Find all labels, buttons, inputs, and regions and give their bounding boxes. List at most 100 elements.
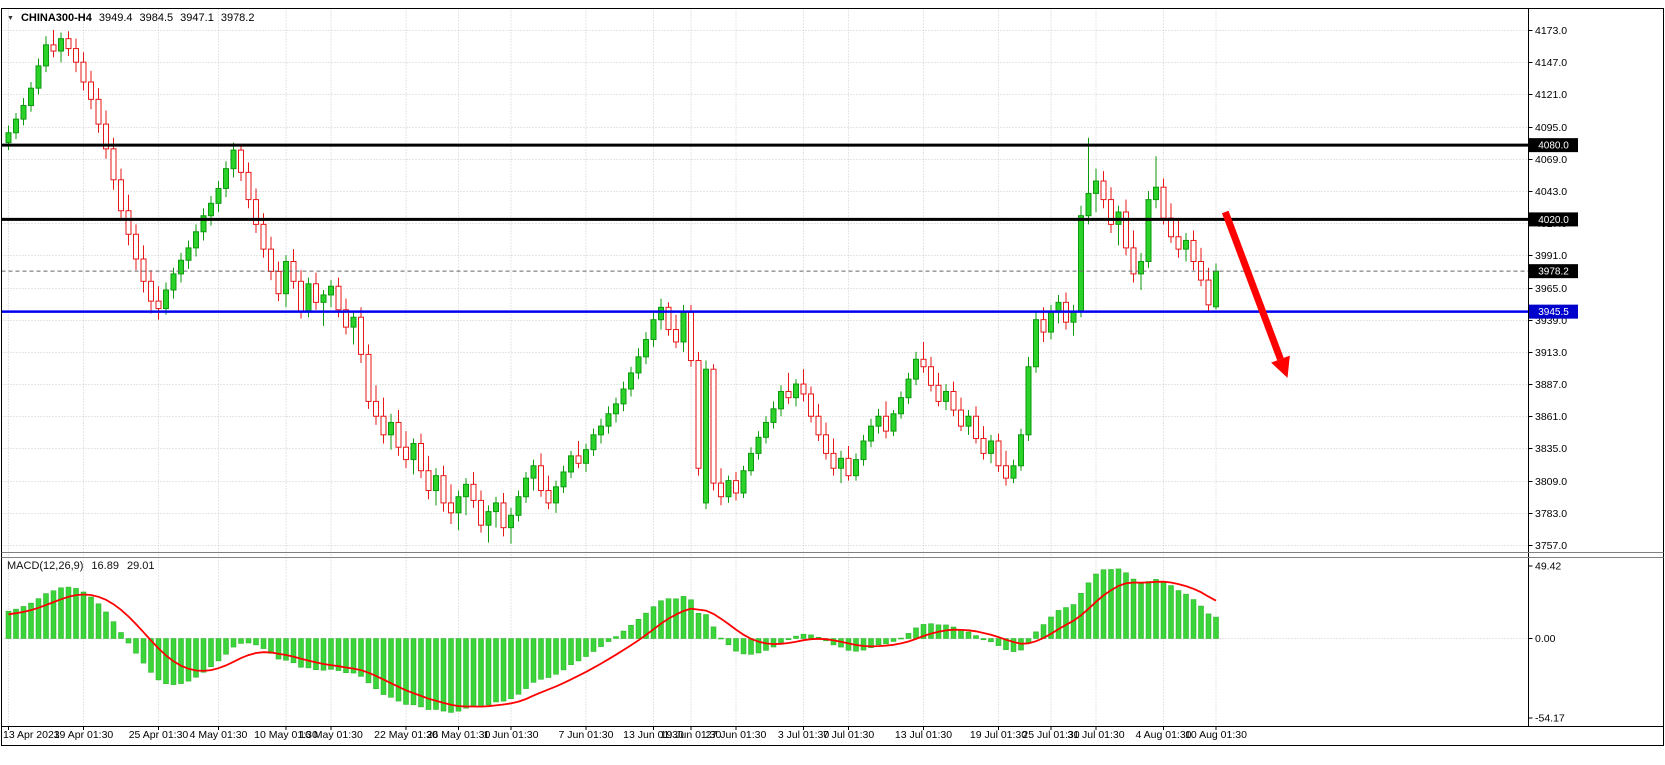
candle[interactable]	[748, 447, 754, 476]
candle[interactable]	[73, 38, 79, 73]
candle[interactable]	[1183, 233, 1189, 262]
candle[interactable]	[703, 360, 709, 510]
candle[interactable]	[20, 98, 27, 126]
candle[interactable]	[95, 88, 102, 133]
candle[interactable]	[185, 240, 192, 269]
price-axis[interactable]	[1529, 9, 1664, 727]
candle[interactable]	[1108, 187, 1114, 234]
candle[interactable]	[1018, 428, 1024, 471]
candle[interactable]	[350, 311, 357, 345]
candle[interactable]	[770, 401, 777, 429]
candle[interactable]	[1078, 205, 1084, 318]
candle[interactable]	[635, 348, 642, 380]
candle[interactable]	[1003, 450, 1009, 486]
candle[interactable]	[845, 445, 852, 481]
candle[interactable]	[920, 341, 927, 373]
candle[interactable]	[995, 433, 1002, 472]
candle[interactable]	[170, 267, 177, 299]
candle[interactable]	[875, 408, 882, 434]
candle[interactable]	[448, 484, 454, 524]
candle[interactable]	[800, 369, 807, 402]
candle[interactable]	[313, 272, 319, 310]
candle[interactable]	[1145, 190, 1152, 268]
candle[interactable]	[823, 422, 829, 460]
candle[interactable]	[853, 453, 859, 481]
candle[interactable]	[358, 307, 364, 364]
candle[interactable]	[523, 471, 529, 503]
candle[interactable]	[1205, 267, 1212, 312]
candle[interactable]	[718, 468, 724, 506]
candle[interactable]	[433, 468, 439, 506]
candle[interactable]	[140, 245, 147, 293]
candle[interactable]	[710, 364, 717, 491]
candle[interactable]	[515, 490, 522, 522]
candle[interactable]	[590, 428, 597, 456]
candle[interactable]	[643, 332, 649, 365]
candle[interactable]	[508, 507, 514, 544]
candle[interactable]	[440, 465, 447, 512]
candle[interactable]	[890, 410, 897, 437]
candle[interactable]	[583, 443, 589, 472]
candle[interactable]	[530, 459, 537, 491]
candle[interactable]	[455, 490, 462, 531]
candle[interactable]	[193, 224, 199, 257]
candle[interactable]	[1130, 230, 1137, 283]
candle[interactable]	[245, 162, 252, 209]
candle[interactable]	[155, 286, 162, 320]
candle[interactable]	[403, 431, 409, 469]
candle[interactable]	[1085, 137, 1092, 225]
candle[interactable]	[463, 478, 469, 516]
candle[interactable]	[118, 168, 124, 221]
candle[interactable]	[808, 386, 814, 423]
candle[interactable]	[1033, 311, 1039, 373]
candle[interactable]	[815, 403, 822, 442]
candle[interactable]	[88, 70, 94, 110]
candle[interactable]	[28, 81, 34, 112]
candle[interactable]	[65, 31, 72, 56]
candle[interactable]	[778, 385, 784, 417]
candle[interactable]	[965, 410, 972, 435]
candle[interactable]	[50, 30, 57, 58]
candle[interactable]	[883, 401, 889, 439]
candle[interactable]	[1175, 220, 1182, 258]
candle[interactable]	[628, 366, 634, 397]
candle[interactable]	[725, 475, 732, 503]
candle[interactable]	[1040, 307, 1047, 342]
candle[interactable]	[575, 441, 582, 469]
candle[interactable]	[35, 58, 42, 95]
sell-trend-arrow[interactable]	[1221, 210, 1290, 378]
candle[interactable]	[943, 384, 949, 411]
candle[interactable]	[913, 351, 919, 386]
candle[interactable]	[410, 438, 417, 475]
candle[interactable]	[320, 289, 327, 326]
candle[interactable]	[553, 480, 559, 513]
candle[interactable]	[133, 224, 139, 271]
candle[interactable]	[950, 381, 957, 417]
candle[interactable]	[658, 298, 664, 330]
candle[interactable]	[13, 112, 19, 139]
candle[interactable]	[838, 450, 844, 484]
candle[interactable]	[395, 410, 402, 456]
candle[interactable]	[1153, 156, 1159, 209]
candle[interactable]	[373, 385, 379, 425]
candle[interactable]	[1093, 168, 1099, 212]
candle[interactable]	[980, 426, 987, 460]
candle[interactable]	[418, 433, 424, 479]
time-axis[interactable]	[2, 726, 1664, 746]
candle[interactable]	[253, 188, 259, 234]
candle[interactable]	[1190, 230, 1197, 271]
symbol-dropdown-icon[interactable]: ▼	[7, 14, 14, 22]
candle[interactable]	[755, 431, 762, 460]
candle[interactable]	[650, 311, 657, 347]
candle[interactable]	[470, 471, 477, 508]
candle[interactable]	[425, 455, 432, 500]
candle[interactable]	[973, 406, 979, 444]
candle[interactable]	[545, 475, 552, 510]
candle[interactable]	[43, 36, 49, 73]
candle[interactable]	[733, 471, 739, 501]
candle[interactable]	[568, 450, 574, 479]
candle[interactable]	[1123, 199, 1129, 256]
candle[interactable]	[1100, 171, 1107, 209]
candle[interactable]	[958, 397, 964, 432]
